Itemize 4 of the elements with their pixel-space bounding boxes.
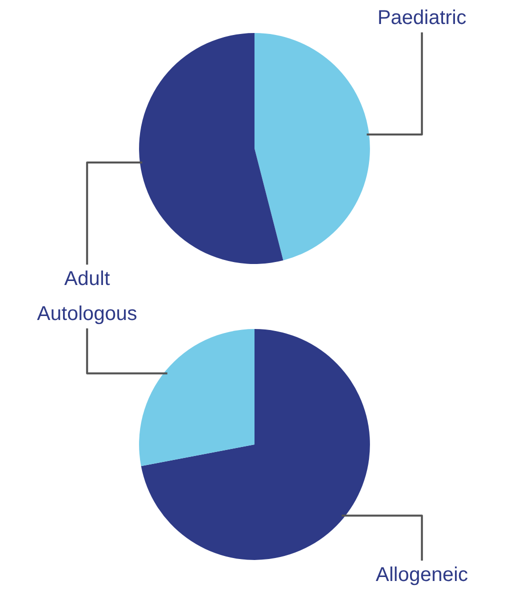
slice-label: Adult xyxy=(64,268,110,290)
slice-label: Paediatric xyxy=(377,6,466,29)
slice-label: Allogeneic xyxy=(376,564,468,586)
slice-label: Autologous xyxy=(37,302,138,325)
